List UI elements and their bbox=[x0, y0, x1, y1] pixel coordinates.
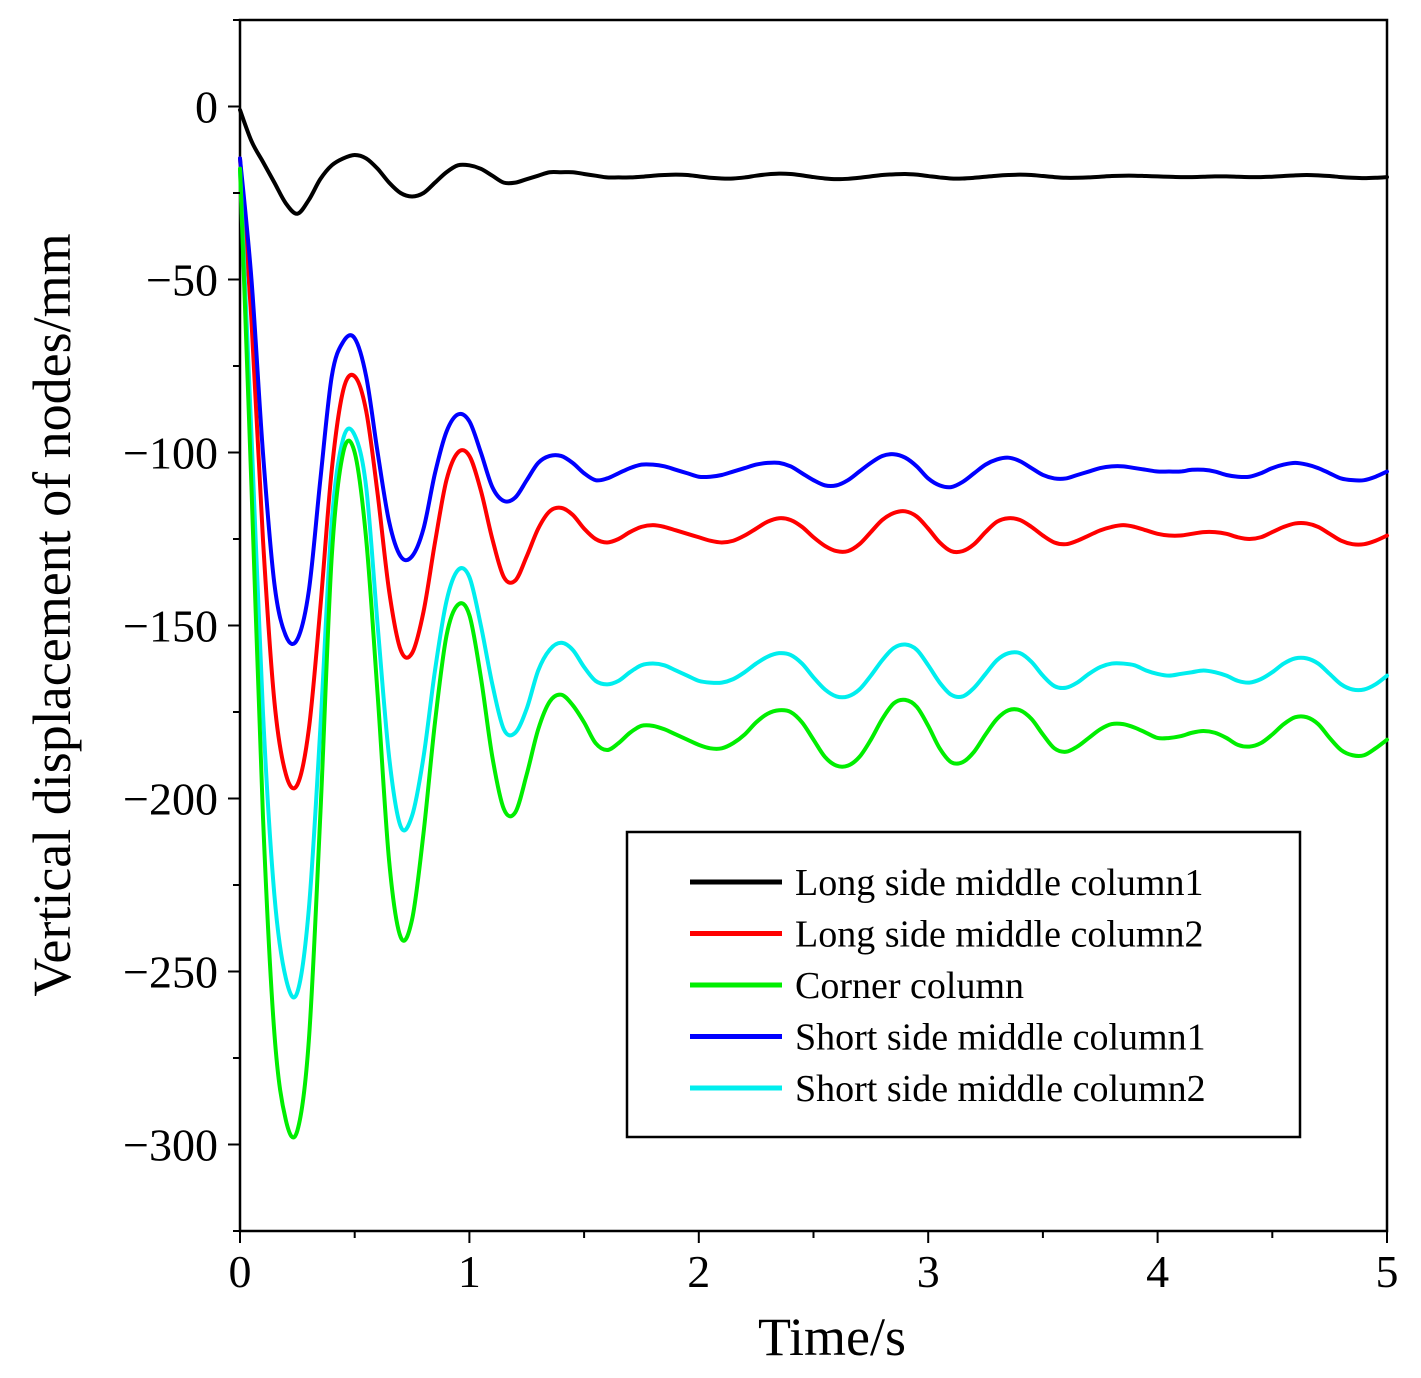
legend-items: Long side middle column1 Long side middle… bbox=[690, 862, 1206, 1110]
x-tick-label-1: 1 bbox=[458, 1246, 481, 1297]
y-axis-title: Vertical displacement of nodes/mm bbox=[22, 233, 82, 996]
series-line-1 bbox=[238, 156, 1389, 791]
legend-label-1: Long side middle column2 bbox=[795, 914, 1203, 956]
axis-layer: 0 1 2 3 4 5 0 −50 −100 −150 −200 −250 −300 bbox=[123, 19, 1399, 1297]
legend-label-4: Short side middle column2 bbox=[795, 1068, 1206, 1110]
legend: Long side middle column1 Long side middle… bbox=[625, 830, 1302, 1139]
x-axis-title: Time/s bbox=[758, 1307, 906, 1367]
legend-label-2: Corner column bbox=[795, 965, 1024, 1007]
y-tick-label-5: −250 bbox=[123, 947, 218, 998]
y-tick-label-1: −50 bbox=[146, 255, 218, 306]
y-tick-label-6: −300 bbox=[123, 1120, 218, 1171]
y-tick-label-4: −200 bbox=[123, 774, 218, 825]
y-tick-label-3: −150 bbox=[123, 601, 218, 652]
x-tick-label-5: 5 bbox=[1376, 1246, 1399, 1297]
series-layer bbox=[238, 107, 1389, 1140]
x-tick-label-4: 4 bbox=[1146, 1246, 1169, 1297]
legend-label-3: Short side middle column1 bbox=[795, 1017, 1206, 1059]
series-line-0 bbox=[238, 107, 1389, 216]
y-tick-label-2: −100 bbox=[123, 428, 218, 479]
series-line-4 bbox=[238, 166, 1389, 1000]
series-line-2 bbox=[238, 166, 1389, 1140]
legend-label-0: Long side middle column1 bbox=[795, 862, 1203, 904]
series-line-3 bbox=[238, 156, 1389, 646]
x-tick-label-3: 3 bbox=[917, 1246, 940, 1297]
y-tick-label-0: 0 bbox=[195, 82, 218, 133]
x-tick-label-2: 2 bbox=[687, 1246, 710, 1297]
x-tick-label-0: 0 bbox=[229, 1246, 252, 1297]
